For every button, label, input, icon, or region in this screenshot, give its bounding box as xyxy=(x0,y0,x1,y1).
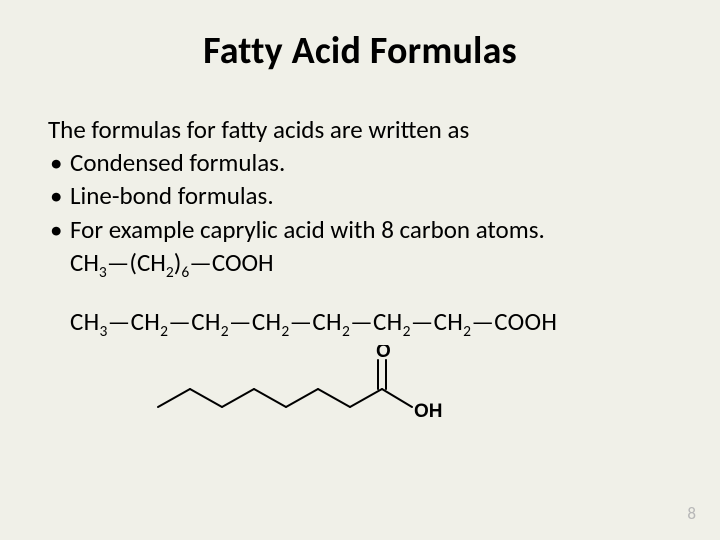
bullet-dot-icon: • xyxy=(48,214,70,245)
formula-sub: 2 xyxy=(281,322,289,341)
formula-part: —CH xyxy=(229,306,281,337)
formula-part: —COOH xyxy=(189,247,273,278)
bullet-text: Line-bond formulas. xyxy=(70,180,672,211)
bullet-item: • Line-bond formulas. xyxy=(48,180,672,211)
formula-part: —CH xyxy=(411,306,463,337)
formula-part: CH xyxy=(70,247,99,278)
formula-sub: 3 xyxy=(100,322,108,341)
expanded-formula: CH3—CH2—CH2—CH2—CH2—CH2—CH2—COOH xyxy=(48,306,672,337)
bullet-item: • For example caprylic acid with 8 carbo… xyxy=(48,214,672,245)
svg-text:OH: OH xyxy=(414,401,443,422)
formula-part: —CH xyxy=(168,306,220,337)
line-bond-structure: O OH xyxy=(148,345,672,435)
molecule-svg: O OH xyxy=(148,345,458,430)
formula-part: —CH xyxy=(350,306,402,337)
bullet-text: For example caprylic acid with 8 carbon … xyxy=(70,214,672,245)
slide-title: Fatty Acid Formulas xyxy=(48,28,672,74)
formula-part: —COOH xyxy=(471,306,557,337)
svg-text:O: O xyxy=(376,345,391,362)
formula-sub: 3 xyxy=(99,263,107,282)
bullet-text: Condensed formulas. xyxy=(70,147,672,178)
formula-part: —CH xyxy=(290,306,342,337)
bullet-list: • Condensed formulas. • Line-bond formul… xyxy=(48,147,672,245)
bullet-item: • Condensed formulas. xyxy=(48,147,672,178)
formula-part: CH xyxy=(70,306,100,337)
formula-part: —CH xyxy=(108,306,160,337)
formula-sub: 2 xyxy=(403,322,411,341)
formula-sub: 2 xyxy=(166,263,174,282)
condensed-formula: CH3—(CH2)6—COOH xyxy=(48,247,672,278)
formula-part: —(CH xyxy=(107,247,166,278)
intro-line: The formulas for fatty acids are written… xyxy=(48,114,672,145)
bullet-dot-icon: • xyxy=(48,147,70,178)
slide: Fatty Acid Formulas The formulas for fat… xyxy=(0,0,720,540)
bullet-dot-icon: • xyxy=(48,180,70,211)
formula-sub: 2 xyxy=(342,322,350,341)
formula-sub: 2 xyxy=(221,322,229,341)
page-number: 8 xyxy=(687,503,696,524)
